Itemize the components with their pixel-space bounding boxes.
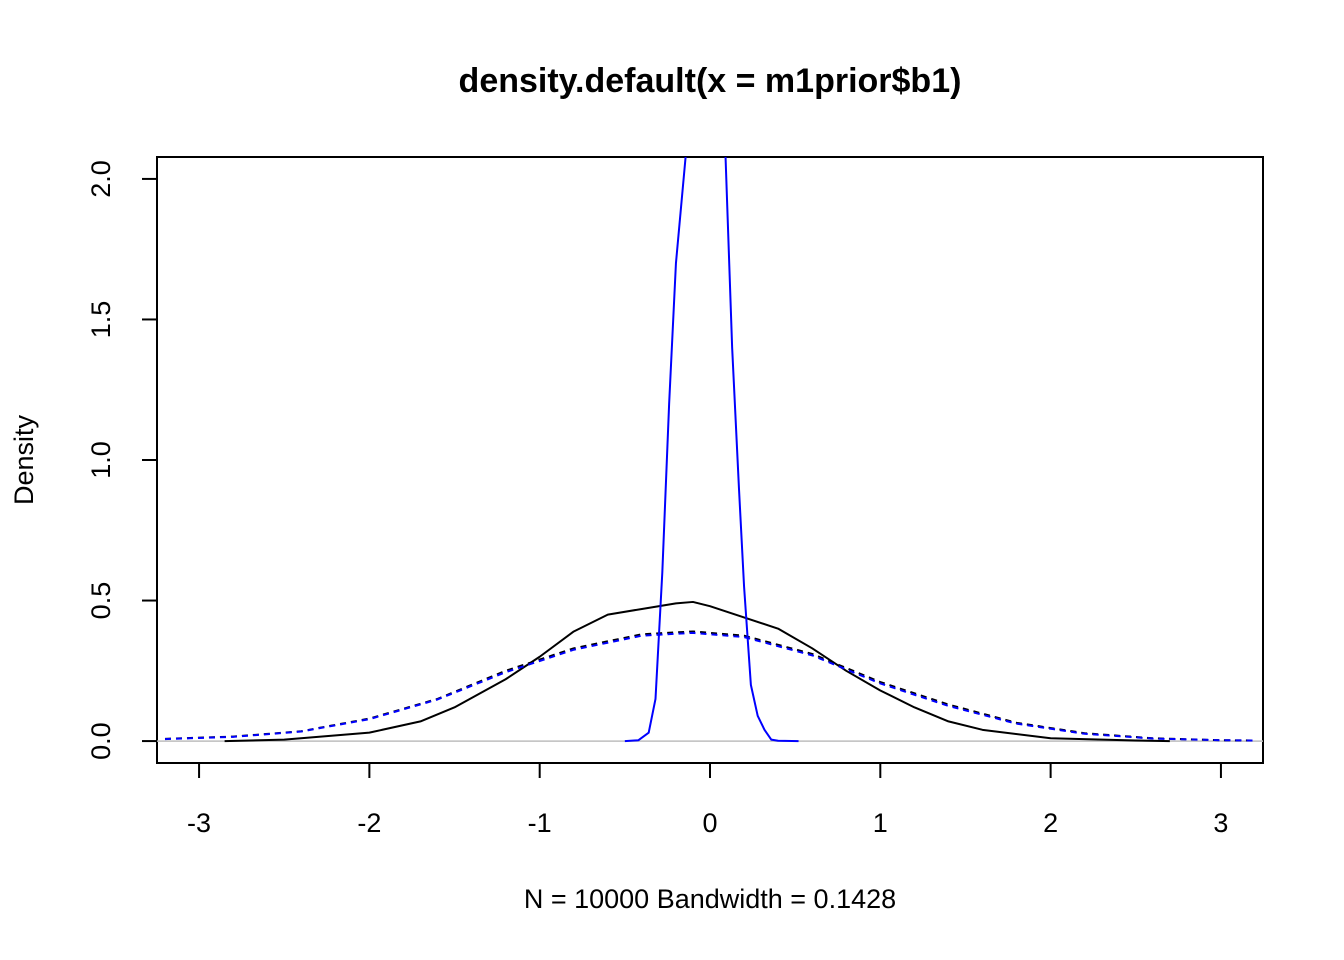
x-tick-label: 3	[1213, 808, 1228, 838]
chart-title: density.default(x = m1prior$b1)	[459, 62, 962, 100]
density-line	[164, 630, 1256, 742]
y-axis-label: Density	[9, 414, 39, 505]
y-tick-label: 0.0	[86, 722, 116, 760]
x-tick-label: 0	[702, 808, 717, 838]
density-line	[164, 631, 1256, 742]
x-tick-label: -3	[187, 808, 211, 838]
plot-frame	[156, 156, 1264, 764]
density-line	[624, 157, 799, 743]
x-tick-label: -2	[357, 808, 381, 838]
x-axis-label: N = 10000 Bandwidth = 0.1428	[524, 884, 896, 914]
density-line	[224, 600, 1170, 743]
x-tick-label: 2	[1043, 808, 1058, 838]
y-tick-label: 1.0	[86, 441, 116, 479]
y-tick-label: 1.5	[86, 301, 116, 339]
x-tick-label: 1	[873, 808, 888, 838]
y-tick-label: 0.5	[86, 582, 116, 620]
y-tick-label: 2.0	[86, 160, 116, 198]
plot-area	[157, 157, 1263, 743]
x-tick-label: -1	[528, 808, 552, 838]
